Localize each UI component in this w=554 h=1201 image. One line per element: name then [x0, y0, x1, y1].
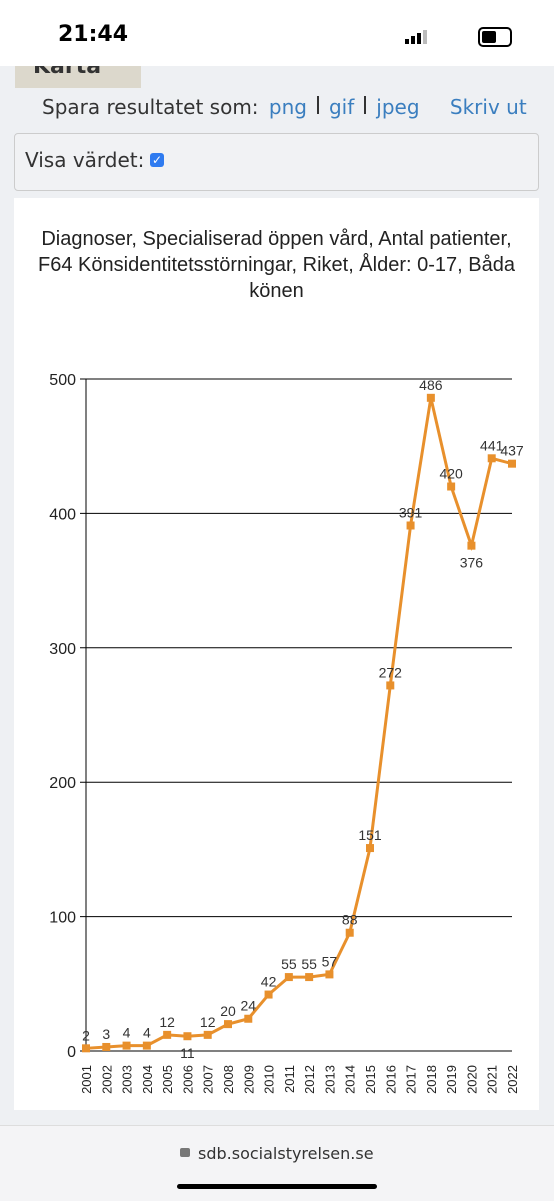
- separator: [364, 96, 367, 114]
- data-point: [325, 970, 334, 979]
- x-tick-label: 2022: [505, 1065, 520, 1094]
- x-tick-label: 2016: [383, 1065, 398, 1094]
- data-point: [345, 928, 354, 937]
- x-tick-label: 2014: [343, 1065, 358, 1094]
- data-label: 24: [240, 998, 256, 1014]
- data-label: 20: [220, 1003, 236, 1019]
- chart: Diagnoser, Specialiserad öppen vård, Ant…: [14, 198, 539, 1110]
- x-tick-label: 2013: [322, 1065, 337, 1094]
- y-tick-label: 500: [49, 372, 76, 389]
- chart-background: [14, 198, 539, 1110]
- data-label: 441: [480, 437, 504, 453]
- checkbox[interactable]: ✓: [150, 153, 164, 167]
- data-label: 151: [358, 827, 382, 843]
- data-point: [244, 1014, 253, 1023]
- x-tick-label: 2005: [160, 1065, 175, 1094]
- time: 21:44: [58, 22, 129, 47]
- y-tick-label: 400: [49, 506, 76, 523]
- url[interactable]: sdb.socialstyrelsen.se: [198, 1144, 374, 1163]
- lock-icon: [180, 1148, 190, 1157]
- data-label: 55: [301, 956, 317, 972]
- x-tick-label: 2007: [201, 1065, 216, 1094]
- data-point: [82, 1044, 90, 1053]
- save-row: Spara resultatet som: png gif jpeg Skriv u…: [42, 95, 527, 119]
- data-point: [467, 541, 476, 550]
- data-label: 4: [143, 1025, 151, 1041]
- data-point: [224, 1020, 232, 1029]
- data-point: [508, 459, 516, 468]
- data-label: 376: [460, 555, 484, 571]
- data-point: [122, 1041, 131, 1050]
- y-tick-label: 0: [67, 1044, 76, 1061]
- url-bar: sdb.socialstyrelsen.se: [0, 1125, 554, 1201]
- link[interactable]: png: [268, 95, 307, 119]
- data-label: 42: [261, 974, 277, 990]
- data-point: [366, 844, 374, 853]
- x-tick-label: 2012: [302, 1065, 317, 1094]
- data-point: [406, 521, 415, 530]
- data-label: 57: [322, 953, 338, 969]
- data-label: 12: [159, 1014, 175, 1030]
- link[interactable]: gif: [328, 95, 355, 119]
- data-label: 420: [439, 466, 463, 482]
- data-point: [203, 1030, 212, 1039]
- link[interactable]: jpeg: [376, 95, 420, 119]
- x-tick-label: 2006: [180, 1065, 195, 1094]
- data-point: [183, 1032, 192, 1041]
- x-tick-label: 2008: [221, 1065, 236, 1094]
- x-tick-label: 2018: [424, 1065, 439, 1094]
- data-label: 2: [82, 1027, 90, 1043]
- data-label: 437: [500, 443, 524, 459]
- data-label: 88: [342, 912, 358, 928]
- data-point: [426, 393, 435, 402]
- data-line: [85, 397, 513, 1050]
- data-label: 391: [399, 504, 423, 520]
- tab[interactable]: Karta: [15, 66, 141, 88]
- signal-icon: [405, 30, 431, 44]
- separator: [316, 96, 319, 114]
- data-point: [264, 990, 273, 999]
- data-point: [386, 681, 395, 690]
- chart-title: Diagnoser, Specialiserad öppen vård, Ant…: [38, 228, 515, 302]
- x-tick-label: 2003: [120, 1065, 135, 1094]
- data-label: 11: [180, 1045, 195, 1061]
- show-value-box: Visa värdet: ✓: [14, 133, 539, 191]
- x-tick-label: 2004: [140, 1065, 155, 1094]
- x-tick-label: 2015: [363, 1065, 378, 1094]
- status-bar: 21:44: [0, 0, 554, 66]
- y-tick-label: 100: [49, 910, 76, 927]
- data-label: 486: [419, 377, 443, 393]
- battery-icon: [478, 27, 512, 47]
- data-point: [102, 1042, 111, 1051]
- x-tick-label: 2011: [282, 1065, 297, 1093]
- x-tick-label: 2001: [79, 1065, 94, 1094]
- y-tick-label: 300: [49, 641, 76, 658]
- x-tick-label: 2020: [464, 1065, 479, 1094]
- y-tick-label: 200: [49, 775, 76, 792]
- title-box: Diagnoser, Specialiserad öppen vård, Ant…: [38, 228, 515, 302]
- data-label: 3: [102, 1026, 110, 1042]
- tab-label[interactable]: Karta: [33, 66, 102, 79]
- data-point: [163, 1030, 172, 1039]
- data-label: 272: [379, 664, 403, 680]
- data-point: [305, 973, 314, 982]
- x-tick-label: 2019: [444, 1065, 459, 1094]
- data-point: [284, 973, 293, 982]
- x-tick-label: 2010: [262, 1065, 277, 1094]
- x-tick-label: 2009: [241, 1065, 256, 1094]
- x-tick-label: 2002: [99, 1065, 114, 1094]
- data-point: [447, 482, 456, 491]
- x-tick-label: 2021: [485, 1065, 500, 1094]
- data-point: [142, 1041, 151, 1050]
- data-label: 12: [200, 1014, 216, 1030]
- data-label: 4: [123, 1025, 131, 1041]
- print-link[interactable]: Skriv ut: [449, 95, 527, 119]
- save-label: Spara resultatet som:: [42, 95, 259, 119]
- data-label: 55: [281, 956, 297, 972]
- home-indicator: [177, 1184, 377, 1189]
- data-point: [487, 454, 496, 463]
- x-tick-label: 2017: [404, 1065, 419, 1094]
- show-value-label: Visa värdet:: [25, 148, 145, 172]
